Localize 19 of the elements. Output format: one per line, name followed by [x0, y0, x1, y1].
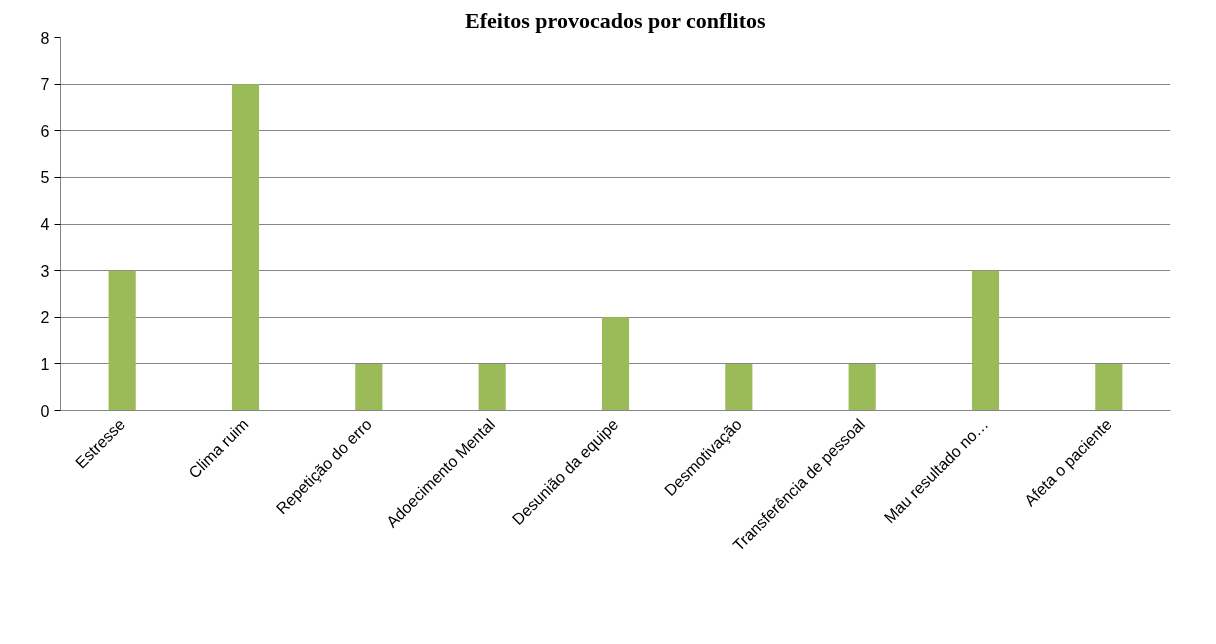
bar: [848, 363, 876, 411]
bar: [601, 317, 630, 411]
y-tick-label: 6: [40, 122, 50, 140]
y-tick-label: 3: [40, 262, 50, 280]
y-tick-label: 0: [40, 402, 50, 420]
bar: [355, 363, 383, 411]
bar: [108, 270, 136, 411]
bar: [231, 84, 260, 411]
y-tick-label: 5: [40, 169, 50, 187]
bar: [725, 363, 753, 411]
y-tick-label: 4: [40, 216, 50, 233]
bar: [971, 270, 1000, 411]
y-tick-label: 8: [40, 29, 50, 47]
y-tick-label: 7: [40, 76, 50, 94]
chart-title: Efeitos provocados por conflitos: [465, 7, 766, 33]
bar: [478, 363, 506, 411]
y-tick-label: 1: [40, 355, 50, 373]
y-tick-label: 2: [40, 309, 50, 327]
bar: [1095, 363, 1123, 411]
